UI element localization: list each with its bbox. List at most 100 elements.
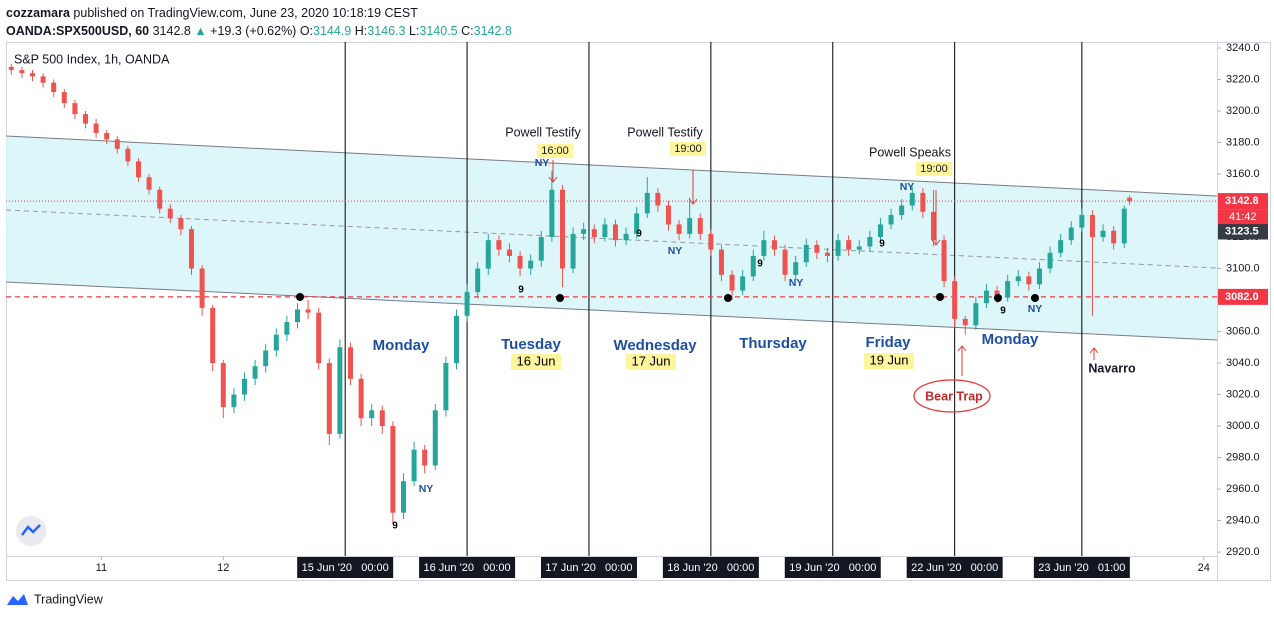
footer-brand: TradingView xyxy=(34,592,104,606)
channel-fill xyxy=(6,136,1217,340)
candle-body xyxy=(1015,276,1021,282)
l-label: L: xyxy=(408,24,420,38)
x-tick-label: 24 xyxy=(1198,562,1210,574)
dot xyxy=(296,293,304,301)
candle-body xyxy=(496,240,502,250)
axis-layer: 2920.0 2940.0 2960.0 2980.0 3000.0 3020.0 3040… xyxy=(96,42,1268,578)
candle-body xyxy=(538,237,544,261)
candle-body xyxy=(93,123,99,134)
candle-body xyxy=(411,449,417,482)
publish-line: cozzamara published on TradingView.com, … xyxy=(6,4,512,22)
candle-body xyxy=(284,322,290,335)
event-arrow xyxy=(548,160,558,183)
annotations: Powell Testify 16:00 Powell Testify 19:0… xyxy=(296,125,1136,532)
candle-body xyxy=(220,363,226,408)
candles xyxy=(8,63,1133,524)
change: +19.3 (+0.62%) xyxy=(210,24,297,38)
y-tick-label: 3240.0 xyxy=(1226,42,1260,54)
day-label: Wednesday xyxy=(613,337,697,354)
candle-body xyxy=(241,378,247,395)
date-label: 16 Jun xyxy=(516,353,555,368)
candle-body xyxy=(475,268,481,293)
x-tick-label: 17 Jun '20 00:00 xyxy=(545,562,632,574)
candle-body xyxy=(1047,252,1053,269)
author: cozzamara xyxy=(6,6,70,20)
day-label: Monday xyxy=(982,331,1039,348)
candle-body xyxy=(687,218,693,234)
candle-body xyxy=(8,66,14,71)
candle-body xyxy=(835,240,841,256)
x-tick-label: 18 Jun '20 00:00 xyxy=(667,562,754,574)
ny-label: NY xyxy=(419,483,434,495)
candle-body xyxy=(973,303,979,326)
count-label: 9 xyxy=(518,285,524,296)
event-label: Powell Speaks xyxy=(869,145,951,159)
candle-body xyxy=(432,410,438,466)
date-label: 17 Jun xyxy=(631,353,670,368)
event-time: 19:00 xyxy=(920,163,948,175)
candle-body xyxy=(135,161,141,178)
candle-body xyxy=(623,233,629,241)
navarro-arrow xyxy=(1089,347,1099,360)
y-tick-label: 2980.0 xyxy=(1226,451,1260,463)
ny-label: NY xyxy=(789,277,804,289)
channel xyxy=(6,135,1217,341)
event-label: Powell Testify xyxy=(627,125,703,139)
candle-body xyxy=(358,378,364,419)
candle-body xyxy=(676,224,682,234)
candle-body xyxy=(1127,197,1133,202)
candle-body xyxy=(824,252,830,256)
candle-body xyxy=(888,214,894,225)
published: published on TradingView.com, June 23, 2… xyxy=(73,6,418,20)
count-label: 9 xyxy=(392,521,398,532)
bear-trap-ring xyxy=(913,379,991,413)
candle-body xyxy=(877,224,883,238)
candle-body xyxy=(485,240,491,269)
time-box xyxy=(916,162,952,176)
candle-body xyxy=(1005,281,1011,297)
x-tick-label: 11 xyxy=(96,562,107,574)
candle-body xyxy=(718,249,724,275)
candle-body xyxy=(422,449,428,466)
candle-body xyxy=(1121,208,1127,244)
candle-body xyxy=(528,260,534,269)
candle-body xyxy=(1089,214,1095,238)
x-tick-label: 16 Jun '20 00:00 xyxy=(424,562,511,574)
count-label: 9 xyxy=(757,259,763,270)
candle-body xyxy=(644,192,650,214)
ny-label: NY xyxy=(668,245,683,257)
candle-body xyxy=(231,394,237,408)
candle-body xyxy=(506,249,512,256)
candle-body xyxy=(157,189,163,209)
candle-body xyxy=(761,240,767,256)
candle-body xyxy=(697,218,703,234)
date-box xyxy=(626,354,676,370)
header: cozzamara published on TradingView.com, … xyxy=(6,4,512,40)
logo-glyph xyxy=(21,524,41,536)
candle-body xyxy=(114,139,120,149)
candle-body xyxy=(29,73,35,77)
candle-body xyxy=(665,205,671,225)
candle-body xyxy=(740,276,746,291)
candle-body xyxy=(1058,240,1064,253)
count-label: 9 xyxy=(636,229,642,240)
candle-body xyxy=(453,315,459,364)
price-box xyxy=(1218,223,1268,240)
candle-body xyxy=(263,350,269,367)
candle-body xyxy=(369,410,375,419)
o-value: 3144.9 xyxy=(313,24,352,38)
x-tick-box xyxy=(1033,557,1130,578)
date-box xyxy=(511,354,561,370)
candle-body xyxy=(125,148,131,162)
candle-body xyxy=(167,208,173,219)
x-tick-label: 22 Jun '20 00:00 xyxy=(911,562,998,574)
x-tick-box xyxy=(540,557,637,578)
frame xyxy=(6,42,1271,581)
l-value: 3140.5 xyxy=(419,24,458,38)
time-box xyxy=(670,142,706,156)
candle-body xyxy=(867,237,873,247)
candle-body xyxy=(634,213,640,234)
bear-trap: Bear Trap xyxy=(925,389,983,403)
candle-body xyxy=(930,211,936,241)
